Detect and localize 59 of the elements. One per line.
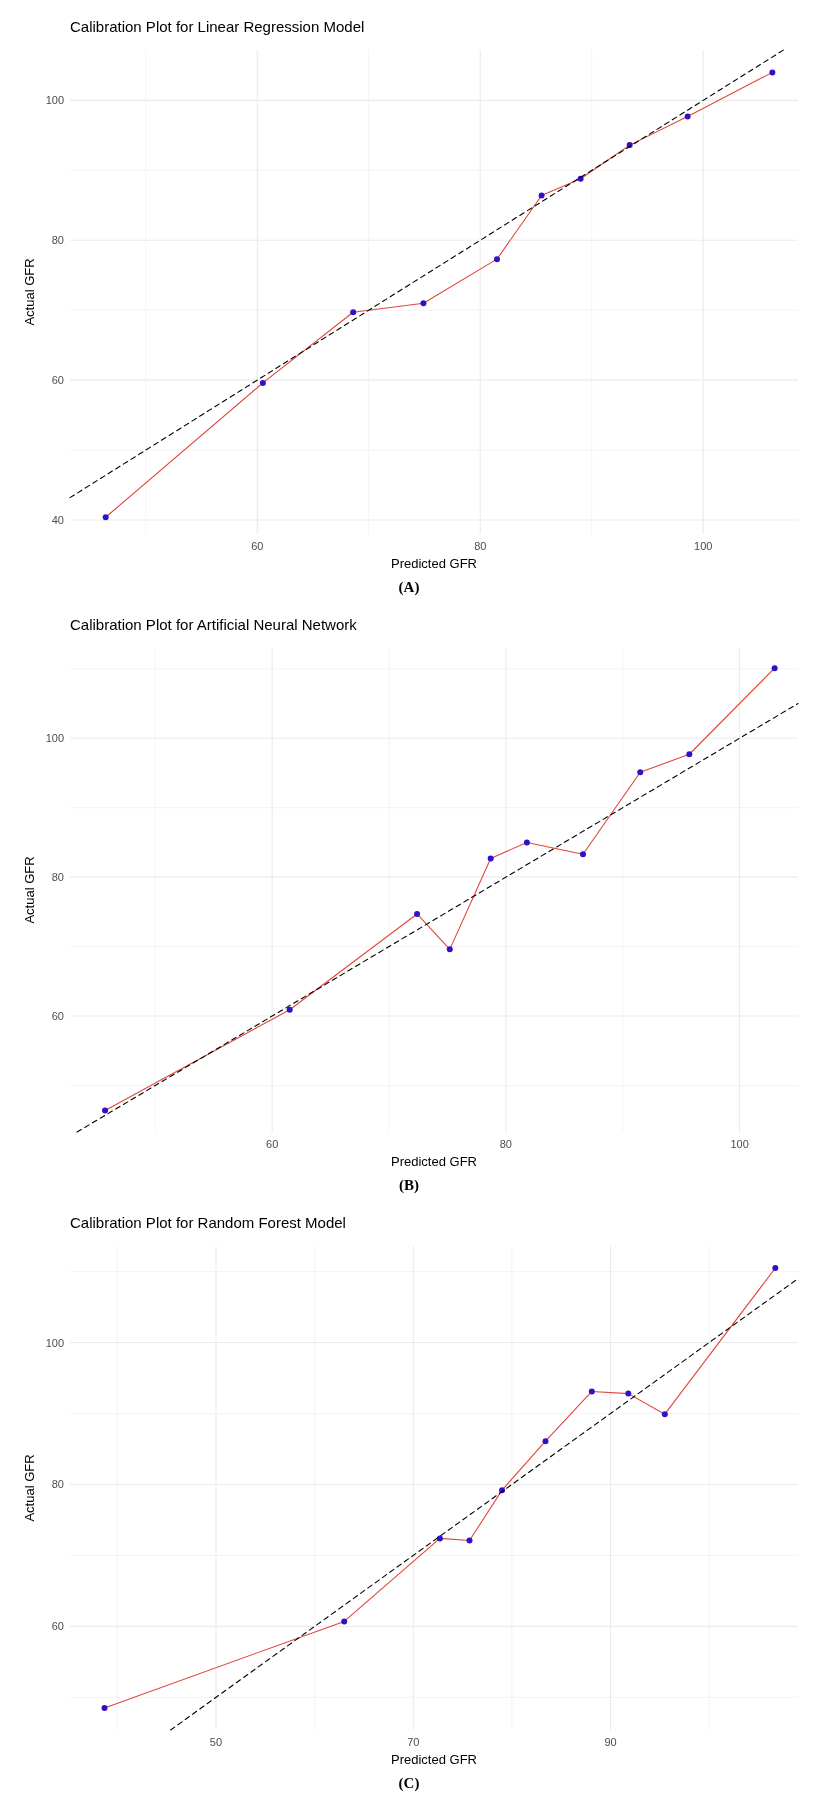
point	[487, 855, 494, 862]
chart-title: Calibration Plot for Linear Regression Model	[70, 18, 365, 35]
y-tick-label: 80	[51, 1478, 64, 1491]
point	[446, 946, 453, 953]
point	[769, 69, 776, 76]
point	[420, 300, 427, 307]
y-tick-label: 100	[45, 732, 64, 745]
point	[771, 665, 778, 672]
y-tick-label: 80	[51, 234, 64, 247]
point	[637, 769, 644, 776]
y-tick-label: 40	[51, 514, 64, 527]
point	[350, 309, 357, 316]
chart-title: Calibration Plot for Random Forest Model	[70, 1214, 346, 1231]
line-series	[104, 667, 776, 1112]
y-tick-label: 60	[51, 1010, 64, 1023]
point	[625, 1390, 632, 1397]
point	[661, 1411, 668, 1418]
y-axis-title: Actual GFR	[22, 258, 37, 326]
point	[259, 379, 266, 386]
y-tick-label: 80	[51, 871, 64, 884]
point	[523, 839, 530, 846]
point	[341, 1618, 348, 1625]
point	[686, 751, 693, 758]
y-tick-label: 100	[45, 94, 64, 107]
x-tick-label: 100	[730, 1138, 749, 1150]
point	[414, 910, 421, 917]
x-tick-label: 60	[266, 1138, 279, 1150]
x-axis-title: Predicted GFR	[391, 556, 477, 571]
point	[542, 1438, 549, 1445]
y-axis-title: Actual GFR	[22, 1454, 37, 1522]
chart-title: Calibration Plot for Artificial Neural Network	[70, 616, 358, 633]
x-tick-label: 100	[694, 540, 713, 552]
x-tick-label: 70	[407, 1736, 420, 1748]
point	[102, 1107, 109, 1114]
y-tick-label: 60	[51, 374, 64, 387]
point	[579, 851, 586, 858]
point	[102, 514, 109, 521]
x-tick-label: 80	[474, 540, 487, 552]
x-tick-label: 60	[251, 540, 264, 552]
y-tick-label: 60	[51, 1620, 64, 1633]
point	[466, 1537, 473, 1544]
x-tick-label: 90	[604, 1736, 617, 1748]
text: (C)	[398, 1775, 420, 1792]
x-axis-title: Predicted GFR	[391, 1752, 477, 1767]
point	[577, 175, 584, 182]
x-tick-label: 80	[499, 1138, 512, 1150]
y-axis-title: Actual GFR	[22, 856, 37, 924]
y-tick-label: 100	[45, 1336, 64, 1349]
point	[286, 1006, 293, 1013]
point	[588, 1388, 595, 1395]
point	[101, 1705, 108, 1711]
point	[493, 256, 500, 263]
x-axis-title: Predicted GFR	[391, 1154, 477, 1169]
x-tick-label: 50	[209, 1736, 223, 1748]
point	[538, 192, 545, 199]
point	[684, 113, 691, 120]
text: (B)	[399, 1177, 419, 1194]
point	[772, 1265, 779, 1271]
text: (A)	[398, 579, 420, 596]
